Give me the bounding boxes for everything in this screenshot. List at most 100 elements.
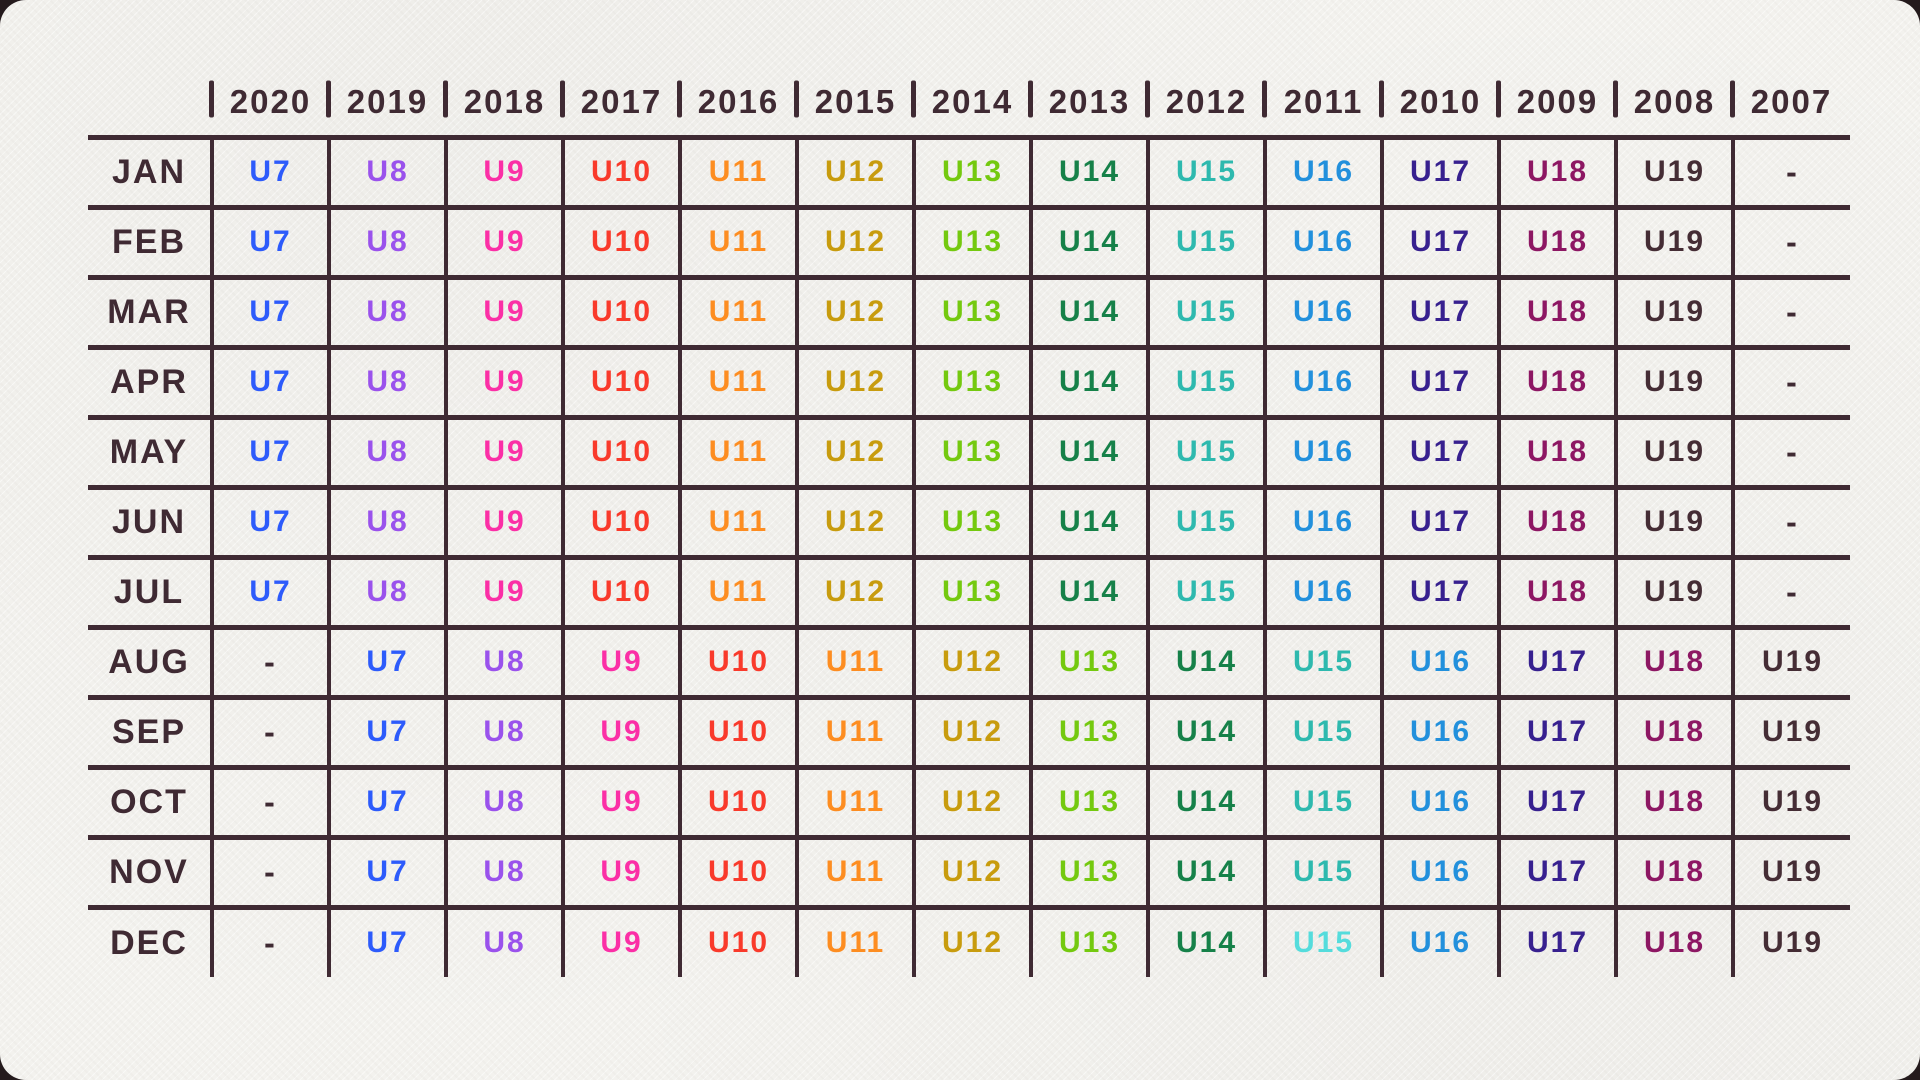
column-header-year: 2017: [560, 70, 680, 140]
age-cell: U17: [1497, 694, 1618, 770]
table-row: JUL U7 U8 U9 U10 U11 U12 U13 U14 U15 U16 U17 U18 U19-: [88, 554, 1850, 630]
age-cell: U8: [327, 554, 448, 630]
age-cell: U13: [912, 204, 1033, 280]
header-separator-bar: [1145, 80, 1150, 118]
age-cell: U18: [1614, 904, 1735, 977]
year-label: 2020: [229, 83, 312, 121]
age-cell: U15: [1263, 834, 1384, 910]
age-cell: U13: [912, 484, 1033, 560]
row-label-month: JUL: [88, 554, 214, 630]
age-cell: U19: [1614, 344, 1735, 420]
year-label: 2014: [931, 83, 1014, 121]
age-cell: U14: [1146, 904, 1267, 977]
age-cell: U10: [561, 134, 682, 210]
age-cell: U19: [1614, 414, 1735, 490]
age-cell: U18: [1497, 204, 1618, 280]
table-row: APR U7 U8 U9 U10 U11 U12 U13 U14 U15 U16 U17 U18 U19-: [88, 344, 1850, 420]
table-row: NOV - U7 U8 U9 U10 U11 U12 U13 U14 U15 U16 U17 U18 U19: [88, 834, 1850, 910]
age-cell: U12: [912, 624, 1033, 700]
age-cell: U9: [561, 904, 682, 977]
age-cell: U7: [210, 554, 331, 630]
age-cell: U17: [1497, 624, 1618, 700]
header-separator-bar: [560, 80, 565, 118]
age-cell: U7: [210, 414, 331, 490]
age-cell: U17: [1497, 904, 1618, 977]
age-cell: U16: [1380, 694, 1501, 770]
age-cell: U7: [210, 204, 331, 280]
table-row: MAY U7 U8 U9 U10 U11 U12 U13 U14 U15 U16 U17 U18 U19-: [88, 414, 1850, 490]
age-cell: U13: [1029, 764, 1150, 840]
empty-cell: -: [210, 764, 331, 840]
header-separator-bar: [443, 80, 448, 118]
age-cell: U11: [678, 554, 799, 630]
table-body: JAN U7 U8 U9 U10 U11 U12 U13 U14 U15 U16 U17 U18 U19-…: [88, 134, 1850, 977]
age-cell: U16: [1380, 834, 1501, 910]
age-cell: U14: [1029, 344, 1150, 420]
age-cell: U9: [444, 204, 565, 280]
age-cell: U19: [1731, 694, 1850, 770]
age-cell: U7: [327, 694, 448, 770]
row-label-month: NOV: [88, 834, 214, 910]
age-cell: U13: [912, 554, 1033, 630]
age-cell: U14: [1029, 134, 1150, 210]
age-cell: U12: [795, 414, 916, 490]
empty-cell: -: [1731, 414, 1850, 490]
age-cell: U14: [1029, 204, 1150, 280]
age-cell: U18: [1497, 344, 1618, 420]
age-cell: U14: [1029, 554, 1150, 630]
age-cell: U11: [678, 344, 799, 420]
age-cell: U17: [1497, 834, 1618, 910]
row-label-month: JUN: [88, 484, 214, 560]
age-cell: U17: [1497, 764, 1618, 840]
table-row: OCT - U7 U8 U9 U10 U11 U12 U13 U14 U15 U16 U17 U18 U19: [88, 764, 1850, 840]
age-cell: U18: [1497, 414, 1618, 490]
age-cell: U11: [795, 694, 916, 770]
age-cell: U10: [561, 204, 682, 280]
age-cell: U19: [1731, 764, 1850, 840]
age-cell: U19: [1614, 204, 1735, 280]
age-cell: U12: [912, 694, 1033, 770]
year-label: 2013: [1048, 83, 1131, 121]
age-cell: U9: [444, 484, 565, 560]
age-cell: U13: [912, 274, 1033, 350]
age-cell: U9: [561, 694, 682, 770]
age-cell: U8: [327, 344, 448, 420]
age-cell: U8: [327, 274, 448, 350]
age-cell: U8: [444, 764, 565, 840]
age-cell: U16: [1263, 204, 1384, 280]
age-cell: U15: [1263, 694, 1384, 770]
age-cell: U7: [210, 344, 331, 420]
age-cell: U18: [1497, 274, 1618, 350]
column-header-year: 2008: [1613, 70, 1733, 140]
year-label: 2007: [1750, 83, 1833, 121]
age-cell: U9: [444, 554, 565, 630]
age-cell: U10: [678, 764, 799, 840]
age-matrix-table: 2020 2019 2018 2017 2016 2015 2014 2013 2012 2011…: [88, 70, 1850, 977]
column-header-year: 2020: [209, 70, 329, 140]
age-cell: U15: [1146, 274, 1267, 350]
age-cell: U15: [1263, 904, 1384, 977]
row-label-month: MAR: [88, 274, 214, 350]
age-cell: U18: [1614, 834, 1735, 910]
age-cell: U14: [1146, 624, 1267, 700]
empty-cell: -: [1731, 344, 1850, 420]
age-cell: U12: [795, 274, 916, 350]
year-label: 2011: [1283, 83, 1364, 121]
age-cell: U11: [678, 414, 799, 490]
age-cell: U16: [1263, 484, 1384, 560]
age-cell: U15: [1263, 624, 1384, 700]
age-cell: U8: [327, 204, 448, 280]
empty-cell: -: [1731, 134, 1850, 210]
age-cell: U17: [1380, 414, 1501, 490]
age-cell: U10: [561, 554, 682, 630]
age-cell: U18: [1614, 764, 1735, 840]
age-cell: U11: [678, 274, 799, 350]
age-cell: U11: [795, 764, 916, 840]
year-label: 2017: [580, 83, 663, 121]
header-separator-bar: [911, 80, 916, 118]
table-row: JUN U7 U8 U9 U10 U11 U12 U13 U14 U15 U16 U17 U18 U19-: [88, 484, 1850, 560]
age-cell: U13: [912, 134, 1033, 210]
empty-cell: -: [1731, 274, 1850, 350]
table-row: SEP - U7 U8 U9 U10 U11 U12 U13 U14 U15 U16 U17 U18 U19: [88, 694, 1850, 770]
age-cell: U19: [1614, 274, 1735, 350]
